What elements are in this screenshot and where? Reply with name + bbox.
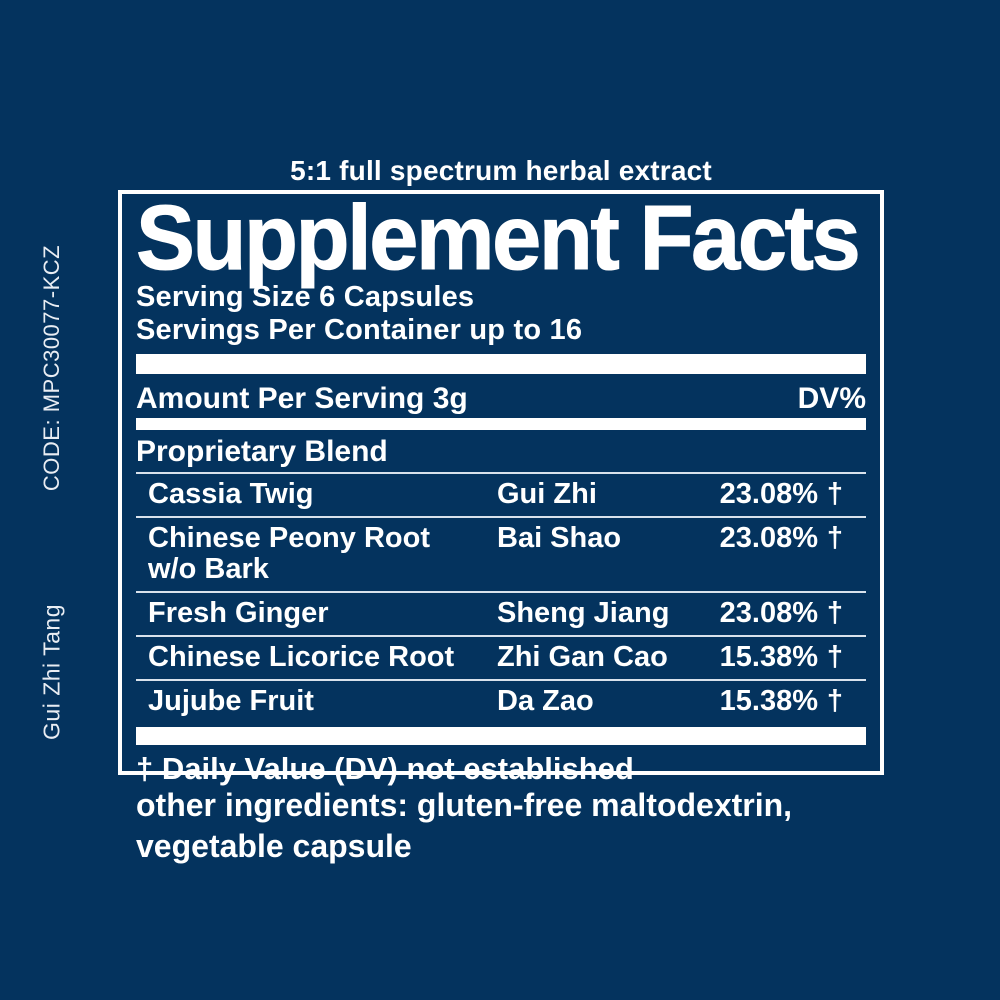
ingredient-name: Cassia Twig [148, 478, 314, 510]
medium-divider-bar [136, 418, 866, 430]
ingredient-pinyin: Zhi Gan Cao [497, 641, 668, 673]
ingredient-name-line2: w/o Bark [148, 553, 269, 585]
proprietary-blend-header: Proprietary Blend [136, 435, 866, 474]
ingredient-dv-percent: 15.38% [719, 641, 818, 673]
servings-per-container-line: Servings Per Container up to 16 [136, 314, 583, 346]
ingredient-dv-percent: 15.38% [719, 685, 818, 717]
dagger-symbol: † [826, 685, 844, 717]
ingredient-name: Chinese Peony Root w/o Bark [148, 523, 497, 585]
ingredient-name-line1: Chinese Peony Root [148, 522, 430, 554]
ingredient-row-chinese-peony-root: Chinese Peony Root w/o Bark Bai Shao 23.0… [136, 516, 866, 591]
ingredient-row-fresh-ginger: Fresh Ginger Sheng Jiang 23.08% † [136, 591, 866, 635]
thick-divider-bar-bottom [136, 727, 866, 745]
ingredient-row-cassia-twig: Cassia Twig Gui Zhi 23.08% † [136, 474, 866, 516]
other-ingredients-line2: vegetable capsule [136, 828, 412, 864]
other-ingredients-line1: other ingredients: gluten-free maltodext… [136, 787, 793, 823]
dagger-symbol: † [826, 478, 844, 510]
extract-ratio-tagline: 5:1 full spectrum herbal extract [290, 155, 712, 186]
supplement-facts-panel: Supplement Facts Serving Size 6 Capsules… [118, 190, 884, 786]
ingredient-row-jujube-fruit: Jujube Fruit Da Zao 15.38% † [136, 679, 866, 723]
daily-value-footnote: † Daily Value (DV) not established [136, 751, 634, 786]
ingredient-name: Fresh Ginger [148, 597, 329, 629]
ingredient-name: Jujube Fruit [148, 685, 314, 717]
ingredient-dv-percent: 23.08% [719, 522, 818, 554]
ingredient-row-chinese-licorice-root: Chinese Licorice Root Zhi Gan Cao 15.38%… [136, 635, 866, 679]
amount-per-serving-row: Amount Per Serving 3g DV% [136, 383, 866, 415]
dagger-symbol: † [826, 522, 844, 554]
ingredient-dv-percent: 23.08% [719, 597, 818, 629]
thick-divider-bar-top [136, 354, 866, 374]
product-name-vertical-text: Gui Zhi Tang [38, 604, 65, 740]
ingredient-pinyin: Bai Shao [497, 522, 622, 554]
dagger-symbol: † [826, 641, 844, 673]
ingredient-pinyin: Gui Zhi [497, 478, 597, 510]
ingredient-pinyin: Da Zao [497, 685, 594, 717]
serving-size-line: Serving Size 6 Capsules [136, 281, 475, 313]
label-code-vertical-text: CODE: MPC30077-KCZ [39, 244, 64, 492]
supplement-facts-title: Supplement Facts [136, 187, 862, 289]
supplement-facts-panel-inner: Supplement Facts Serving Size 6 Capsules… [122, 187, 880, 786]
dagger-symbol: † [826, 597, 844, 629]
ingredient-pinyin: Sheng Jiang [497, 597, 670, 629]
other-ingredients-text: other ingredients: gluten-free maltodext… [136, 785, 792, 867]
ingredient-dv-percent: 23.08% [719, 478, 818, 510]
dv-percent-header: DV% [797, 382, 866, 415]
amount-per-serving-label: Amount Per Serving 3g [136, 382, 468, 415]
ingredient-name: Chinese Licorice Root [148, 641, 455, 673]
